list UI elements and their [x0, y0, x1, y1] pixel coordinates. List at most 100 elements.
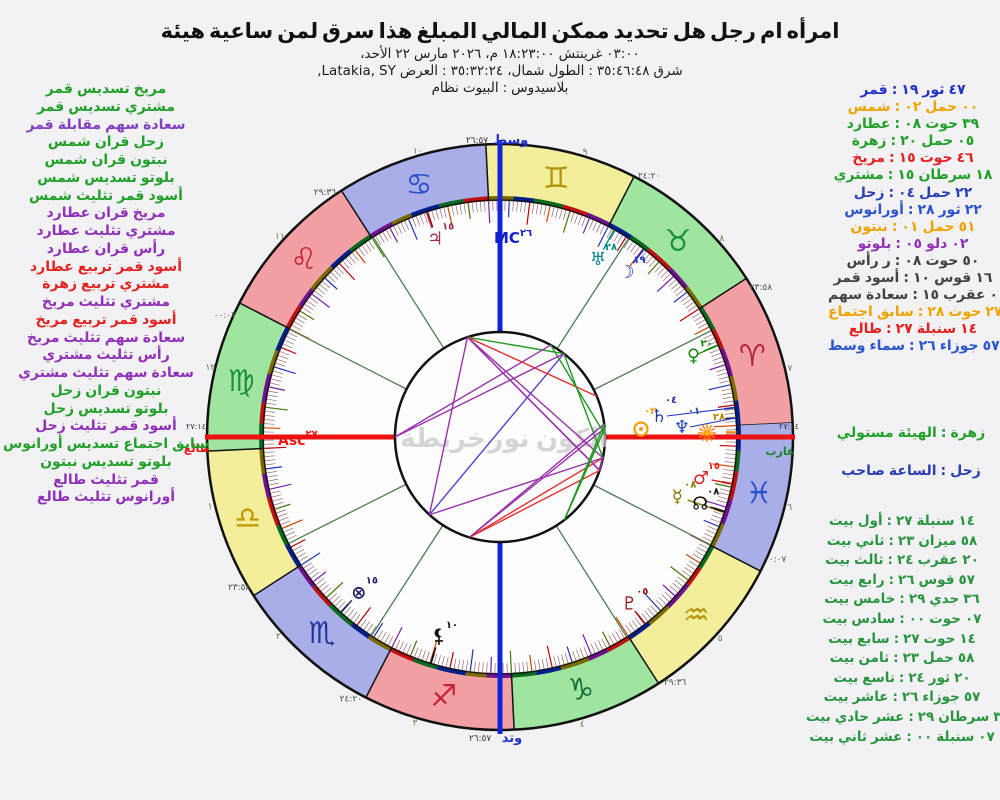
degree-tick: [703, 334, 713, 340]
degree-tick: [553, 656, 557, 667]
text-token: ٤٦: [956, 150, 974, 167]
text-token: بيت: [822, 610, 848, 627]
degree-tick: [301, 552, 321, 566]
planet-glyph-neptune: ♆: [674, 417, 690, 438]
text-token: سادس: [851, 610, 896, 627]
sign-glyph-pisces: ♓: [746, 476, 773, 511]
text-token: ٢٩: [917, 708, 935, 725]
degree-tick: [685, 553, 700, 564]
degree-tick: [611, 633, 618, 643]
house-number: ٤: [580, 719, 585, 729]
planet-item: قمر أسود:١٠ قوس ١٦: [826, 270, 1000, 287]
text-token: مشتري: [119, 276, 170, 293]
planet-glyph-mars: ♂: [693, 468, 709, 489]
degree-tick: [419, 214, 424, 225]
degree-tick: [435, 209, 439, 220]
degree-tick: [631, 620, 639, 629]
text-token: ٢٦: [918, 338, 936, 355]
text-token: ثور: [928, 669, 951, 686]
sign-band-gemini: [485, 144, 635, 227]
sign-boundary: [340, 190, 373, 239]
syzygy-ray: [708, 436, 713, 442]
aspect-line-jupiter-node: [466, 336, 601, 471]
house-cusp-line: [288, 483, 407, 544]
text-token: خامس: [853, 591, 896, 608]
text-token: ٢٩: [908, 591, 926, 608]
text-token: :: [894, 99, 901, 116]
degree-tick: [713, 425, 736, 428]
text-token: :: [940, 425, 947, 441]
text-token: ٥٧: [982, 338, 1000, 355]
aspect-item: طالع تثليث قمر: [0, 472, 212, 490]
cusp-degree-label: ٠٠:٠٧: [214, 311, 237, 321]
text-token: ,Latakia,: [317, 63, 376, 79]
degree-tick: [361, 245, 369, 254]
house-number: ٨: [719, 234, 724, 244]
degree-tick: [712, 356, 723, 361]
text-token: تثليث: [69, 418, 108, 435]
house-item: بيت عاشر:٢٦ جوزاء ٥٧: [804, 688, 1000, 708]
text-token: عطارد: [46, 205, 91, 222]
degree-tick: [348, 255, 356, 264]
house-number: ١: [208, 502, 213, 512]
planet-item: اجتماع سابق:٢٨ حوت ٢٧: [826, 304, 1000, 321]
degree-tick: [538, 659, 541, 670]
degree-tick: [520, 201, 522, 212]
degree-tick: [661, 594, 670, 602]
text-token: ٣٦: [963, 591, 980, 608]
degree-tick: [541, 658, 545, 669]
cusp-degree-label: ٢٤:٢٠: [638, 172, 660, 182]
degree-tick: [318, 581, 327, 589]
degree-tick: [597, 226, 609, 247]
degree-tick: [543, 205, 547, 216]
text-token: تثليث: [84, 223, 122, 239]
sign-boundary: [239, 302, 290, 330]
degree-tick: [679, 308, 699, 322]
text-token: قوس: [934, 270, 972, 287]
text-token: أورانوس: [844, 201, 904, 218]
text-token: طالع: [848, 321, 883, 338]
term-arc: [297, 564, 316, 588]
planet-item: وسط سماء:٢٦ جوزاء ٥٧: [826, 338, 1000, 355]
sign-band-aries: [699, 278, 793, 426]
degree-tick: [457, 659, 461, 670]
degree-tick: [724, 461, 735, 463]
text-token: ٠٨: [904, 116, 922, 133]
sign-glyph-leo: ♌: [290, 242, 317, 277]
degree-tick: [635, 617, 642, 627]
degree-tick: [709, 364, 725, 371]
text-token: سهم: [105, 116, 140, 133]
term-arc: [667, 267, 688, 290]
degree-tick: [526, 661, 529, 672]
degree-tick: [507, 201, 510, 218]
planet-stem-moon: [632, 249, 645, 264]
text-token: حوت: [923, 630, 956, 647]
text-token: قوس: [918, 571, 955, 588]
text-token: ثاني: [838, 728, 867, 745]
degree-tick: [581, 216, 586, 227]
degree-tick: [708, 384, 731, 391]
degree-tick: [465, 660, 468, 671]
text-token: :: [888, 571, 895, 588]
text-token: بيت: [823, 689, 849, 706]
sign-glyph-sagittarius: ♐: [430, 679, 457, 714]
text-token: الساعة: [888, 463, 937, 479]
text-token: سعادة: [866, 287, 909, 304]
text-token: ٢٦: [898, 571, 915, 588]
degree-tick: [669, 585, 678, 593]
text-token: ٢٧: [896, 513, 913, 529]
term-arc: [328, 603, 354, 627]
text-token: حوت: [948, 304, 982, 321]
text-token: مشتري: [833, 167, 884, 184]
degree-tick: [266, 471, 277, 474]
text-token: عطارد: [846, 116, 891, 133]
degree-tick: [360, 619, 367, 628]
text-token: :: [889, 150, 895, 167]
text-token: :: [894, 252, 901, 269]
degree-tick: [597, 640, 603, 650]
degree-tick: [285, 531, 295, 537]
degree-tick: [557, 655, 561, 666]
degree-tick: [332, 595, 340, 604]
degree-tick: [663, 273, 671, 281]
degree-tick: [677, 576, 686, 584]
